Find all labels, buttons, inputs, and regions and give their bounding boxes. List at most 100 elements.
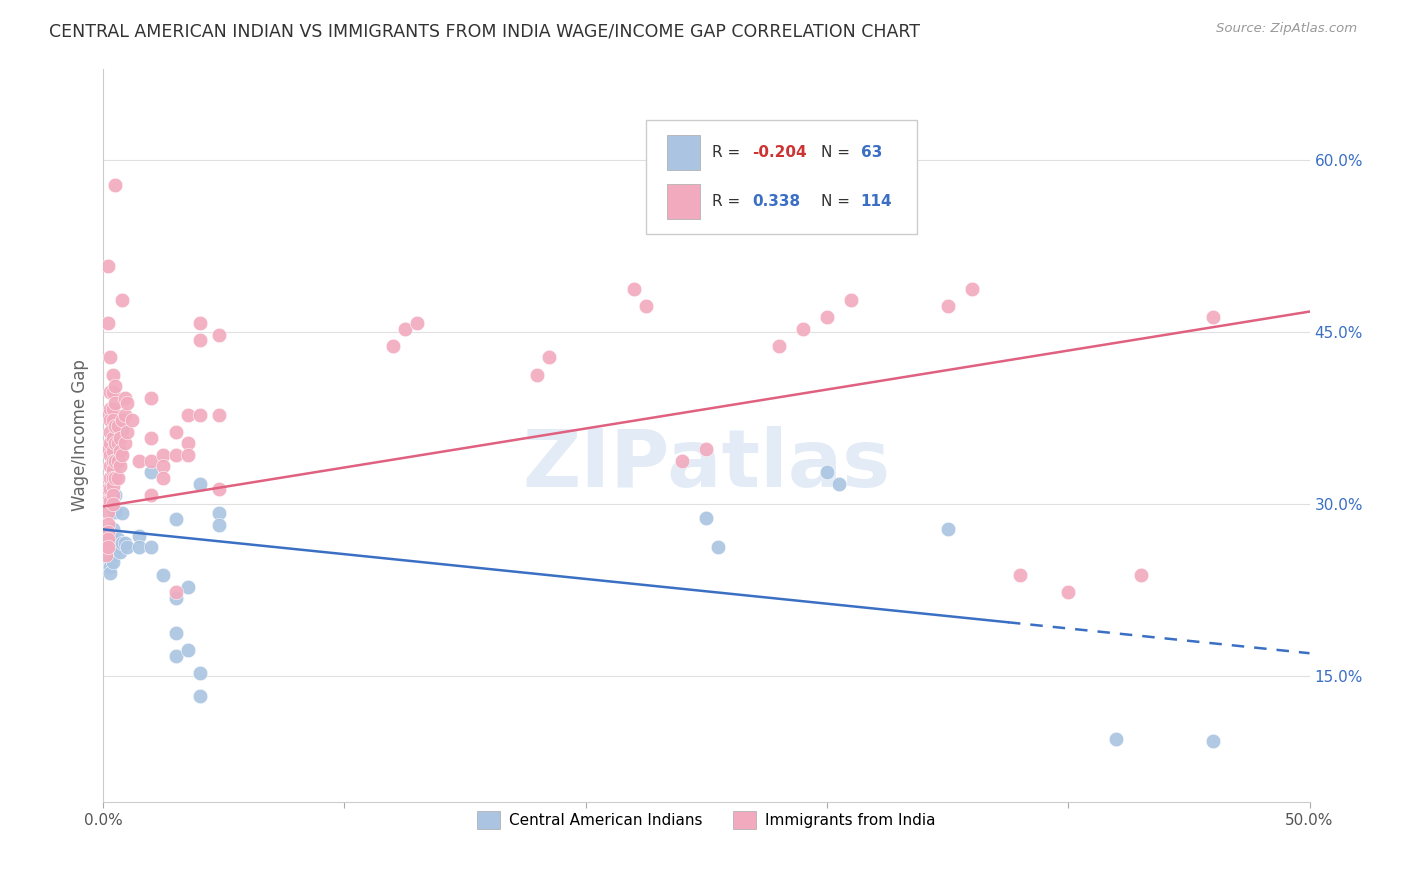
Point xyxy=(1202,734,1225,748)
Point xyxy=(101,471,124,485)
Point xyxy=(101,413,124,427)
Point xyxy=(98,351,121,365)
Point xyxy=(114,436,136,450)
Point xyxy=(97,483,120,497)
Point xyxy=(176,642,198,657)
Point xyxy=(98,536,121,550)
Text: N =: N = xyxy=(821,194,855,209)
Point xyxy=(97,516,120,531)
Point xyxy=(97,524,120,539)
Point xyxy=(176,580,198,594)
Point xyxy=(1202,310,1225,325)
Point xyxy=(152,568,174,582)
Point xyxy=(695,442,717,457)
Point xyxy=(98,436,121,450)
Point xyxy=(141,465,163,479)
Text: R =: R = xyxy=(713,145,745,160)
Point xyxy=(815,465,838,479)
Point xyxy=(188,316,211,330)
Point xyxy=(101,368,124,382)
Point xyxy=(165,425,187,439)
Point xyxy=(97,505,120,519)
Point xyxy=(98,384,121,399)
Point xyxy=(107,453,129,467)
Point xyxy=(98,425,121,439)
Point xyxy=(839,293,862,307)
Point xyxy=(104,437,127,451)
Point xyxy=(101,402,124,417)
FancyBboxPatch shape xyxy=(666,184,700,219)
Point xyxy=(707,540,730,554)
Point xyxy=(671,453,693,467)
Point xyxy=(121,413,143,427)
Point xyxy=(101,554,124,568)
Point xyxy=(101,540,124,554)
Point xyxy=(128,453,150,467)
Point xyxy=(94,548,117,562)
Point xyxy=(141,488,163,502)
Point xyxy=(152,448,174,462)
Point xyxy=(405,316,427,330)
Point xyxy=(107,423,129,437)
Point xyxy=(111,448,134,462)
Text: Source: ZipAtlas.com: Source: ZipAtlas.com xyxy=(1216,22,1357,36)
Point xyxy=(208,408,231,422)
Point xyxy=(165,648,187,663)
FancyBboxPatch shape xyxy=(666,135,700,169)
Text: 114: 114 xyxy=(860,194,893,209)
Point xyxy=(97,442,120,457)
Point xyxy=(108,431,131,445)
Text: R =: R = xyxy=(713,194,745,209)
Point xyxy=(97,493,120,508)
Point xyxy=(208,483,231,497)
Point xyxy=(94,541,117,555)
Point xyxy=(141,540,163,554)
Point xyxy=(114,408,136,422)
Point xyxy=(98,471,121,485)
Point xyxy=(188,333,211,347)
Point xyxy=(94,533,117,548)
Text: N =: N = xyxy=(821,145,855,160)
Point xyxy=(165,591,187,606)
Point xyxy=(1057,585,1080,599)
Text: ZIPatlas: ZIPatlas xyxy=(522,425,890,504)
Point xyxy=(188,408,211,422)
Point xyxy=(623,282,645,296)
Point xyxy=(208,507,231,521)
Point xyxy=(141,391,163,405)
Point xyxy=(97,532,120,546)
Point xyxy=(828,476,851,491)
Point xyxy=(101,497,124,511)
Point xyxy=(114,536,136,550)
Point xyxy=(107,471,129,485)
Point xyxy=(176,408,198,422)
Point xyxy=(768,339,790,353)
Point xyxy=(111,536,134,550)
Point xyxy=(634,299,657,313)
Point xyxy=(936,523,959,537)
Point xyxy=(97,540,120,554)
Point xyxy=(101,451,124,466)
Point xyxy=(101,488,124,502)
Point xyxy=(108,540,131,554)
Y-axis label: Wage/Income Gap: Wage/Income Gap xyxy=(72,359,89,511)
Point xyxy=(111,413,134,427)
Point xyxy=(101,548,124,562)
Point xyxy=(94,548,117,562)
Point xyxy=(97,545,120,559)
Point xyxy=(104,453,127,467)
Text: 0.338: 0.338 xyxy=(752,194,800,209)
FancyBboxPatch shape xyxy=(645,120,918,234)
Point xyxy=(98,413,121,427)
Point xyxy=(97,532,120,546)
Point xyxy=(101,503,124,517)
Point xyxy=(98,529,121,543)
Point xyxy=(188,476,211,491)
Point xyxy=(104,396,127,410)
Point xyxy=(101,453,124,467)
Point xyxy=(97,538,120,552)
Point xyxy=(104,471,127,485)
Point xyxy=(97,408,120,422)
Point xyxy=(98,554,121,568)
Point xyxy=(97,316,120,330)
